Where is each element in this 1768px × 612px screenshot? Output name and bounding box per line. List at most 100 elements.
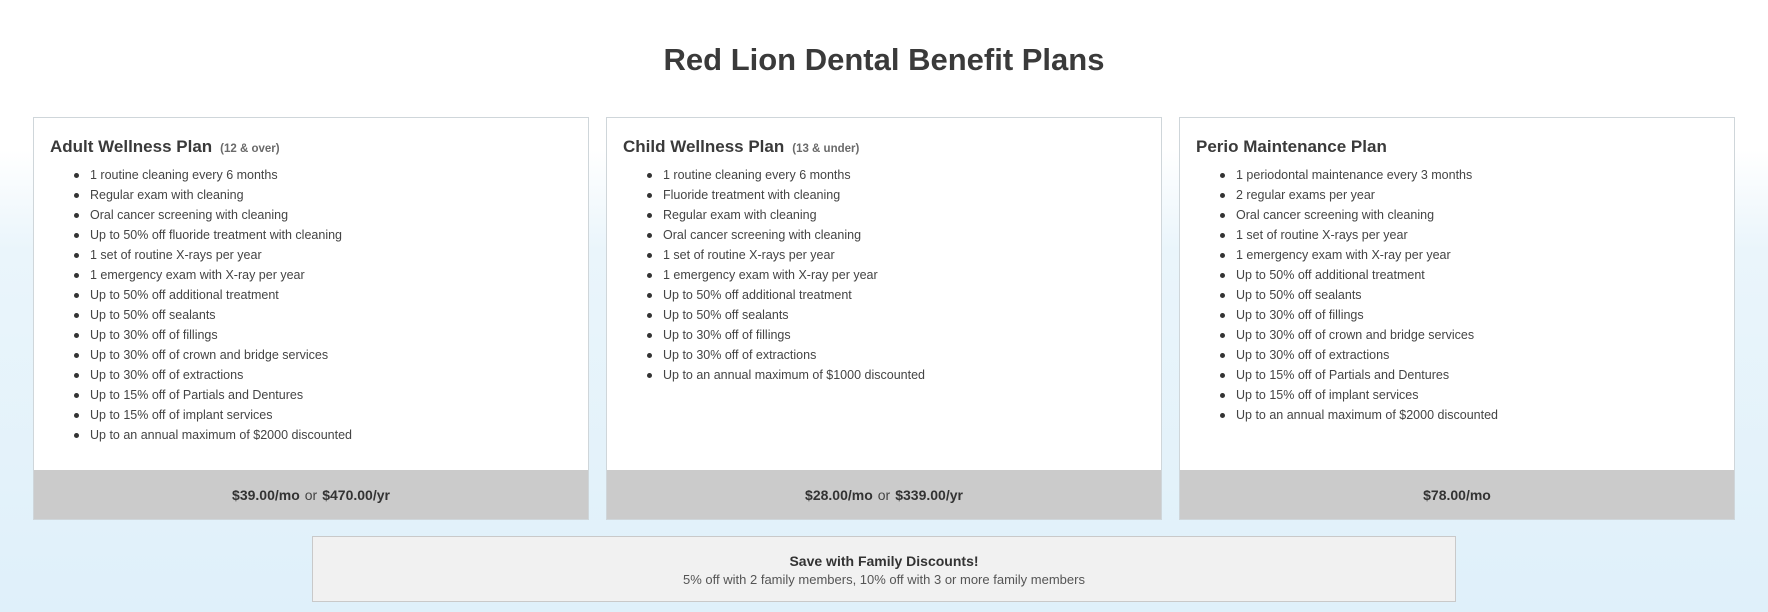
plan-feature-item: Regular exam with cleaning xyxy=(74,185,572,205)
plan-feature-item: 1 emergency exam with X-ray per year xyxy=(1220,245,1718,265)
plan-feature-text: Up to 15% off of implant services xyxy=(90,408,273,422)
plan-feature-item: Up to 50% off additional treatment xyxy=(1220,265,1718,285)
bullet-icon xyxy=(647,293,652,298)
plan-feature-item: 1 routine cleaning every 6 months xyxy=(647,165,1145,185)
plan-price: $28.00/mo or $339.00/yr xyxy=(607,470,1161,519)
plan-subtitle: (13 & under) xyxy=(792,143,860,155)
plan-feature-text: Up to 30% off of fillings xyxy=(1236,308,1364,322)
bullet-icon xyxy=(647,333,652,338)
plan-subtitle: (12 & over) xyxy=(220,143,280,155)
bullet-icon xyxy=(74,373,79,378)
plan-feature-item: Up to 50% off fluoride treatment with cl… xyxy=(74,225,572,245)
plan-title: Perio Maintenance Plan xyxy=(1196,137,1718,157)
plan-feature-text: 1 emergency exam with X-ray per year xyxy=(1236,248,1451,262)
plan-feature-item: Up to 30% off of extractions xyxy=(647,345,1145,365)
bullet-icon xyxy=(74,233,79,238)
plan-feature-item: Up to 50% off additional treatment xyxy=(647,285,1145,305)
plan-feature-item: Up to 15% off of Partials and Dentures xyxy=(1220,365,1718,385)
plan-feature-text: Oral cancer screening with cleaning xyxy=(90,208,289,222)
bullet-icon xyxy=(647,253,652,258)
bullet-icon xyxy=(74,293,79,298)
bullet-icon xyxy=(74,353,79,358)
plan-feature-text: 1 set of routine X-rays per year xyxy=(90,248,262,262)
plan-feature-item: Up to 30% off of extractions xyxy=(74,365,572,385)
price-yearly: $339.00/yr xyxy=(895,486,963,503)
bullet-icon xyxy=(74,313,79,318)
discount-title: Save with Family Discounts! xyxy=(789,553,979,569)
plan-feature-text: Up to 15% off of Partials and Dentures xyxy=(90,388,304,402)
bullet-icon xyxy=(74,333,79,338)
plan-features: 1 routine cleaning every 6 months Fluorid… xyxy=(623,165,1145,385)
plan-feature-text: 1 emergency exam with X-ray per year xyxy=(663,268,878,282)
discount-text: 5% off with 2 family members, 10% off wi… xyxy=(683,572,1085,587)
bullet-icon xyxy=(74,433,79,438)
plan-feature-item: Regular exam with cleaning xyxy=(647,205,1145,225)
plan-feature-item: Up to 30% off of fillings xyxy=(74,325,572,345)
bullet-icon xyxy=(647,353,652,358)
plan-feature-item: Oral cancer screening with cleaning xyxy=(647,225,1145,245)
bullet-icon xyxy=(647,373,652,378)
plan-feature-text: Up to an annual maximum of $2000 discoun… xyxy=(1236,408,1498,422)
plan-feature-text: Up to 15% off of Partials and Dentures xyxy=(1236,368,1450,382)
plan-card-adult: Adult Wellness Plan (12 & over) 1 routin… xyxy=(33,117,589,520)
plan-feature-item: Up to 30% off of crown and bridge servic… xyxy=(1220,325,1718,345)
plan-name: Adult Wellness Plan xyxy=(50,137,213,156)
plan-feature-item: 1 set of routine X-rays per year xyxy=(74,245,572,265)
plan-feature-text: Up to 30% off of fillings xyxy=(663,328,791,342)
bullet-icon xyxy=(1220,373,1225,378)
plan-feature-text: Regular exam with cleaning xyxy=(663,208,817,222)
plan-feature-item: Up to 30% off of crown and bridge servic… xyxy=(74,345,572,365)
plan-feature-item: 1 emergency exam with X-ray per year xyxy=(647,265,1145,285)
plan-feature-text: 1 set of routine X-rays per year xyxy=(1236,228,1408,242)
bullet-icon xyxy=(74,273,79,278)
bullet-icon xyxy=(647,273,652,278)
bullet-icon xyxy=(647,213,652,218)
plan-feature-text: Up to 15% off of implant services xyxy=(1236,388,1419,402)
plan-feature-text: Oral cancer screening with cleaning xyxy=(1236,208,1435,222)
plan-feature-item: Up to 50% off sealants xyxy=(74,305,572,325)
plan-feature-text: 1 routine cleaning every 6 months xyxy=(663,168,851,182)
bullet-icon xyxy=(74,393,79,398)
bullet-icon xyxy=(1220,393,1225,398)
plans-container: Adult Wellness Plan (12 & over) 1 routin… xyxy=(33,117,1735,520)
plan-feature-text: Up to 50% off additional treatment xyxy=(90,288,279,302)
price-or: or xyxy=(304,486,318,503)
plan-price: $39.00/mo or $470.00/yr xyxy=(34,470,588,519)
plan-feature-item: Up to 30% off of extractions xyxy=(1220,345,1718,365)
bullet-icon xyxy=(74,413,79,418)
bullet-icon xyxy=(1220,193,1225,198)
plan-feature-item: Fluoride treatment with cleaning xyxy=(647,185,1145,205)
plan-feature-item: 1 emergency exam with X-ray per year xyxy=(74,265,572,285)
plan-title: Child Wellness Plan (13 & under) xyxy=(623,137,1145,157)
bullet-icon xyxy=(74,193,79,198)
plan-feature-item: Up to an annual maximum of $2000 discoun… xyxy=(1220,405,1718,425)
price-monthly: $39.00/mo xyxy=(232,486,300,503)
plan-feature-item: Up to 15% off of Partials and Dentures xyxy=(74,385,572,405)
plan-feature-text: Up to an annual maximum of $1000 discoun… xyxy=(663,368,925,382)
plan-features: 1 periodontal maintenance every 3 months… xyxy=(1196,165,1718,425)
bullet-icon xyxy=(74,173,79,178)
plan-feature-text: Up to 30% off of extractions xyxy=(90,368,244,382)
plan-name: Child Wellness Plan xyxy=(623,137,785,156)
plan-feature-text: Up to 30% off of extractions xyxy=(663,348,817,362)
plan-feature-item: 1 periodontal maintenance every 3 months xyxy=(1220,165,1718,185)
plan-feature-text: Up to 50% off sealants xyxy=(663,308,789,322)
plan-feature-text: Fluoride treatment with cleaning xyxy=(663,188,841,202)
plan-feature-text: 1 emergency exam with X-ray per year xyxy=(90,268,305,282)
plan-feature-text: 2 regular exams per year xyxy=(1236,188,1375,202)
bullet-icon xyxy=(74,253,79,258)
plan-feature-text: 1 periodontal maintenance every 3 months xyxy=(1236,168,1473,182)
plan-feature-item: Up to an annual maximum of $2000 discoun… xyxy=(74,425,572,445)
price-or: or xyxy=(877,486,891,503)
plan-feature-item: Up to 50% off sealants xyxy=(1220,285,1718,305)
plan-feature-text: Up to 50% off additional treatment xyxy=(663,288,852,302)
plan-feature-text: Up to 50% off sealants xyxy=(90,308,216,322)
plan-feature-text: Oral cancer screening with cleaning xyxy=(663,228,862,242)
bullet-icon xyxy=(647,173,652,178)
bullet-icon xyxy=(647,193,652,198)
bullet-icon xyxy=(1220,213,1225,218)
bullet-icon xyxy=(1220,413,1225,418)
family-discount-box: Save with Family Discounts! 5% off with … xyxy=(312,536,1456,602)
plan-feature-text: Up to 30% off of crown and bridge servic… xyxy=(90,348,329,362)
plan-feature-text: Up to 30% off of fillings xyxy=(90,328,218,342)
